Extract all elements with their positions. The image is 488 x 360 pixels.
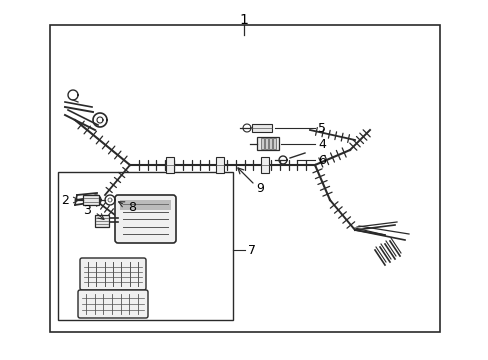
- Bar: [58, 172, 232, 320]
- FancyBboxPatch shape: [80, 258, 146, 290]
- Bar: [272, 138, 275, 149]
- Bar: [268, 138, 271, 149]
- Text: 3: 3: [83, 203, 91, 216]
- Bar: [50, 25, 439, 332]
- Bar: [165, 157, 174, 173]
- FancyBboxPatch shape: [115, 195, 176, 243]
- Text: 2: 2: [61, 194, 69, 207]
- Bar: [95, 215, 109, 227]
- Text: 6: 6: [317, 153, 325, 166]
- Bar: [120, 200, 171, 210]
- Text: 5: 5: [317, 122, 325, 135]
- Text: 7: 7: [247, 243, 256, 256]
- Bar: [261, 157, 268, 173]
- Bar: [261, 138, 264, 149]
- Text: 9: 9: [256, 181, 264, 194]
- Text: 4: 4: [317, 138, 325, 150]
- Bar: [257, 137, 279, 150]
- Text: 1: 1: [239, 13, 248, 27]
- Bar: [83, 195, 99, 205]
- Bar: [264, 138, 267, 149]
- FancyBboxPatch shape: [78, 290, 148, 318]
- Bar: [216, 157, 224, 173]
- Text: 8: 8: [128, 201, 136, 213]
- Bar: [251, 124, 271, 132]
